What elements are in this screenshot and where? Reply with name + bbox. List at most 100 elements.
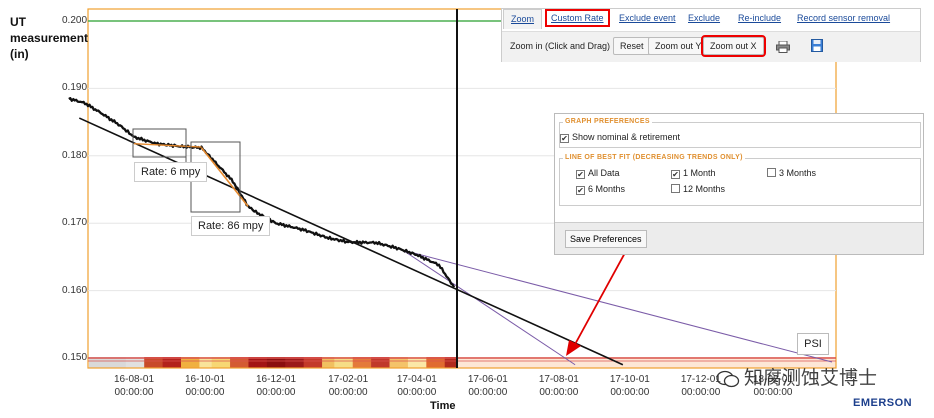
tab-re-include[interactable]: Re-include (738, 13, 782, 23)
y-tick-label: 0.170 (62, 217, 88, 229)
heat-cell (101, 357, 108, 368)
option-12-months-label: 12 Months (683, 184, 726, 194)
x-tick-date: 16-10-01 (184, 374, 226, 385)
fit-line-6-months (402, 249, 833, 363)
heat-cell (266, 357, 274, 368)
tab-zoom[interactable]: Zoom (503, 9, 543, 29)
x-tick-date: 17-10-01 (609, 374, 650, 385)
x-tick-date: 16-08-01 (113, 374, 155, 385)
x-tick-time: 00:00:00 (397, 387, 437, 398)
graph-preferences-title: GRAPH PREFERENCES (563, 118, 652, 125)
heat-cell (383, 357, 391, 368)
x-tick-label: 17-04-01 00:00:00 (382, 373, 452, 399)
heat-cell (144, 357, 151, 368)
x-tick-time: 00:00:00 (256, 387, 296, 398)
heat-cell-future (457, 357, 836, 368)
best-fit-fieldset (559, 158, 921, 206)
option-6-months[interactable]: ✔ 6 Months (576, 184, 625, 195)
show-nominal-label: Show nominal & retirement (572, 132, 681, 142)
heat-cell (395, 357, 403, 368)
option-all-data-label: All Data (588, 168, 620, 178)
y-tick-label: 0.190 (62, 82, 88, 94)
x-tick-label: 16-12-01 00:00:00 (241, 373, 311, 399)
toolbar-tabs: Zoom Custom Rate Exclude event Exclude R… (502, 9, 920, 31)
tab-record-sensor-removal[interactable]: Record sensor removal (797, 13, 891, 23)
x-tick-date: 18-02-01 (752, 374, 794, 385)
option-3-months[interactable]: 3 Months (767, 168, 816, 178)
x-tick-time: 00:00:00 (114, 387, 154, 398)
heat-cell (273, 357, 280, 368)
graph-preferences-panel: GRAPH PREFERENCES ✔ Show nominal & retire… (554, 113, 924, 255)
heat-cell (211, 357, 219, 368)
option-6-months-label: 6 Months (588, 184, 626, 194)
x-tick-date: 17-02-01 (328, 374, 369, 385)
tab-exclude[interactable]: Exclude (688, 13, 721, 23)
heat-cell (138, 357, 145, 368)
heat-cell (432, 357, 440, 368)
heat-cell (420, 357, 427, 368)
heat-cell (168, 357, 176, 368)
x-tick-date: 17-08-01 (538, 374, 579, 385)
checkbox-checked-icon: ✔ (560, 134, 569, 143)
heat-cell (156, 357, 164, 368)
best-fit-title: LINE OF BEST FIT (DECREASING TRENDS ONLY… (563, 154, 745, 161)
x-tick-date: 17-06-01 (467, 374, 508, 385)
heat-cell (309, 357, 317, 368)
heat-cell (352, 357, 360, 368)
heat-cell (125, 357, 133, 368)
x-tick-date: 17-12-01 (680, 374, 721, 385)
option-all-data[interactable]: ✔ All Data (576, 168, 620, 179)
heat-cell (438, 357, 446, 368)
tab-custom-rate[interactable]: Custom Rate (545, 9, 610, 27)
heat-cell (162, 357, 170, 368)
heat-cell (236, 357, 243, 368)
heat-cell (407, 357, 415, 368)
heat-cell (450, 357, 458, 368)
heat-cell (260, 357, 268, 368)
x-tick-label: 17-08-01 00:00:00 (524, 373, 594, 399)
heat-cell (193, 357, 200, 368)
floppy-disk-icon[interactable] (811, 39, 823, 57)
x-tick-label: 17-12-01 00:00:00 (666, 373, 736, 399)
x-tick-time: 00:00:00 (681, 387, 721, 398)
brand-logo: EMERSON (853, 397, 913, 409)
ut-data-line (68, 97, 456, 288)
rate-label-6mpy: Rate: 6 mpy (134, 162, 208, 182)
y-tick-label: 0.150 (62, 352, 88, 363)
x-tick-date: 16-12-01 (255, 374, 297, 385)
heat-cell (365, 357, 372, 368)
heat-cell (150, 357, 158, 368)
wechat-icon (716, 370, 740, 388)
zoom-out-y-button[interactable]: Zoom out Y (648, 37, 709, 55)
heat-cell (230, 357, 237, 368)
option-12-months[interactable]: 12 Months (671, 184, 725, 194)
heat-cell (401, 357, 409, 368)
heat-cell (131, 357, 139, 368)
heat-cell (254, 357, 262, 368)
heat-cell (303, 357, 311, 368)
heat-cell (279, 357, 286, 368)
heat-strip (89, 357, 836, 368)
show-nominal-checkbox[interactable]: ✔ Show nominal & retirement (560, 132, 680, 143)
heat-cell (285, 357, 292, 368)
printer-icon[interactable] (776, 40, 790, 58)
y-tick-label: 0.160 (62, 284, 88, 296)
x-tick-label: 16-08-01 00:00:00 (99, 373, 169, 399)
tab-exclude-event[interactable]: Exclude event (619, 13, 676, 23)
heat-cell (223, 357, 231, 368)
heat-cell (371, 357, 378, 368)
reset-button[interactable]: Reset (613, 37, 651, 55)
save-preferences-button[interactable]: Save Preferences (565, 230, 647, 248)
annotation-arrowhead (566, 340, 581, 356)
heat-cell (119, 357, 127, 368)
heat-cell (107, 357, 115, 368)
x-tick-label: 18-02-01 00:00:00 (738, 373, 808, 399)
x-tick-label: 17-10-01 00:00:00 (595, 373, 665, 399)
prefs-footer: Save Preferences (555, 222, 923, 254)
y-tick-label: 0.200 (62, 15, 88, 26)
chart-toolbar: Zoom Custom Rate Exclude event Exclude R… (501, 8, 921, 62)
x-tick-label: 16-10-01 00:00:00 (170, 373, 240, 399)
x-tick-label: 17-02-01 00:00:00 (313, 373, 383, 399)
zoom-out-x-button[interactable]: Zoom out X (701, 35, 766, 57)
option-1-month[interactable]: ✔ 1 Month (671, 168, 716, 179)
